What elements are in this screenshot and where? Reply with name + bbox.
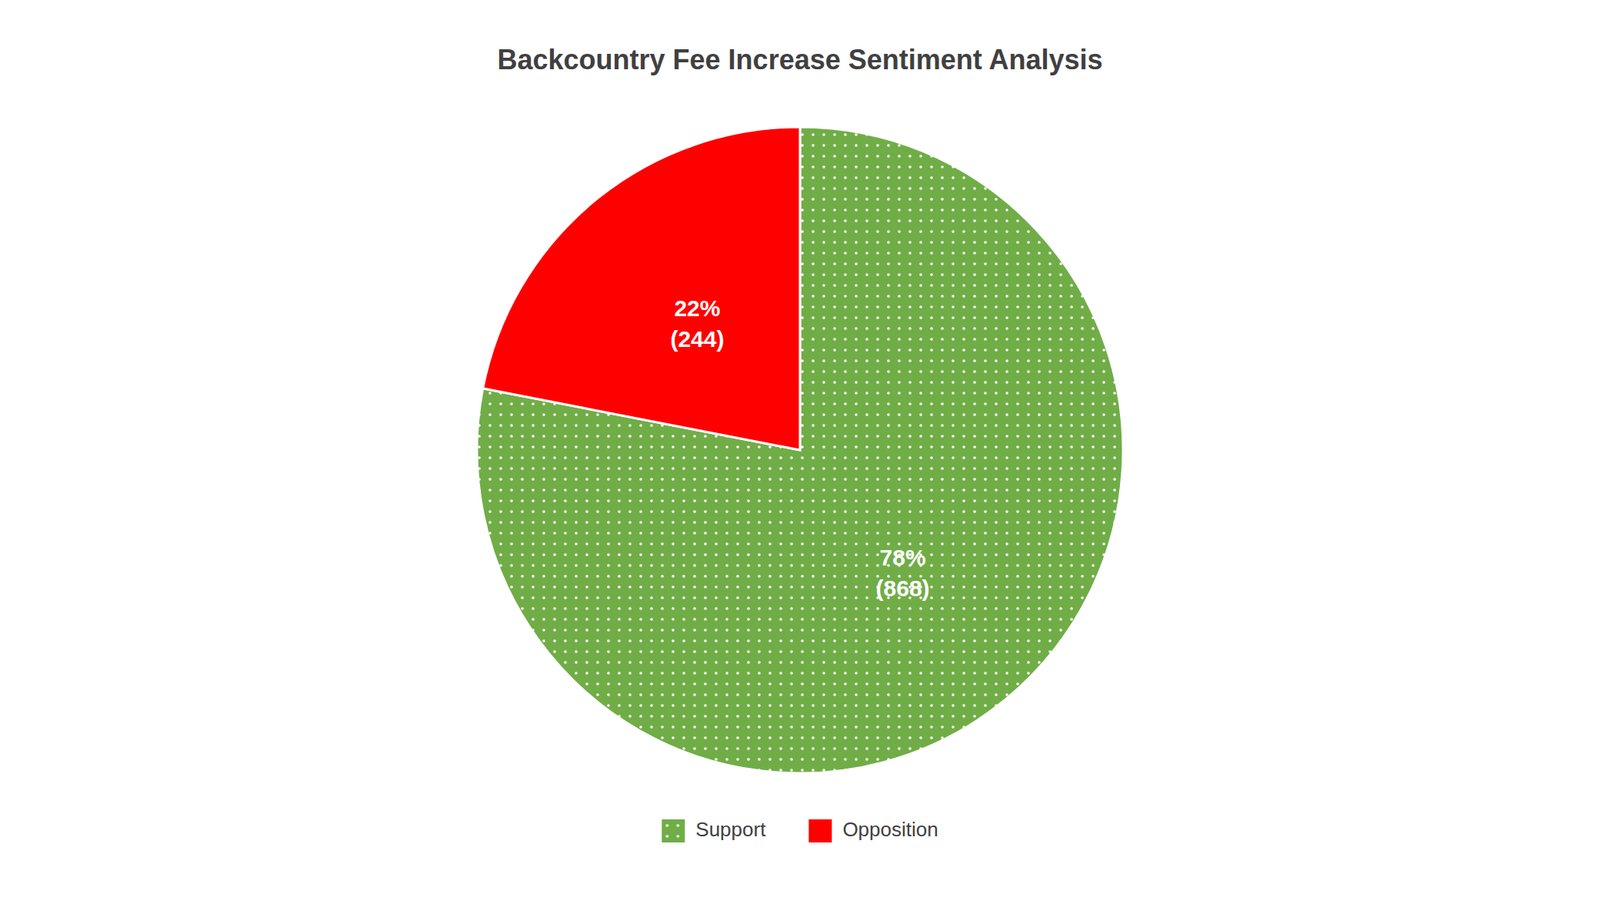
data-label-line: 22% [673,295,720,321]
data-label: 78% (868) [876,544,930,601]
slice-hatch [476,126,1124,774]
data-label-line: 78% [880,544,927,570]
legend-label: Opposition [842,817,938,841]
legend-swatch [808,819,832,843]
data-label-line: (244) [670,326,724,352]
slice-group [483,126,800,450]
legend-swatch [661,819,685,843]
legend-label: Support [695,817,767,841]
data-label-line: (868) [876,575,930,601]
data-labels: 78% (868) 22% (244) [670,295,930,601]
title: Backcountry Fee Increase Sentiment Analy… [497,43,1104,76]
legend-item: Opposition [808,817,938,843]
slice-group [476,126,1124,774]
slice [483,126,800,450]
chart-svg: Backcountry Fee Increase Sentiment Analy… [0,0,1600,914]
slices [476,126,1124,774]
data-label: 22% (244) [670,295,724,352]
slice [476,126,1124,774]
legend: Support Opposition [661,817,938,843]
legend-item: Support [661,817,767,843]
chart-container: Backcountry Fee Increase Sentiment Analy… [0,0,1600,914]
legend-swatch-hatch [661,819,685,843]
